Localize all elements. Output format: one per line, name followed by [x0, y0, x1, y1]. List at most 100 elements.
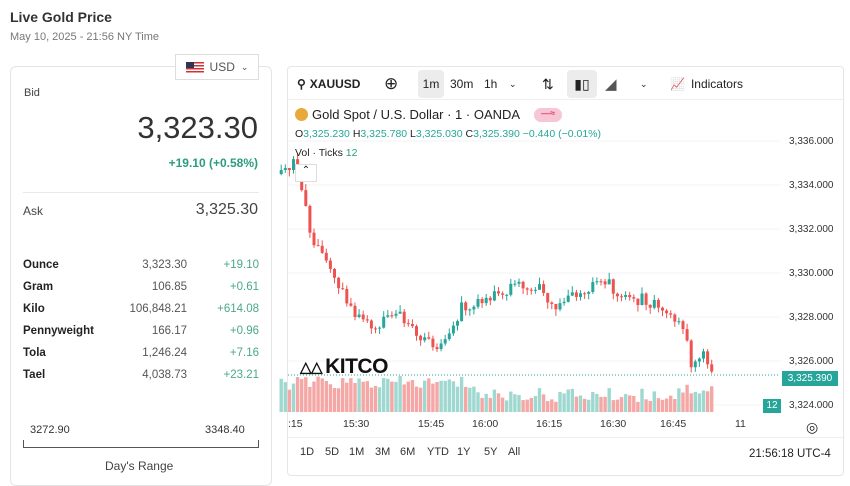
candle	[492, 291, 496, 301]
range-3m-button[interactable]: 3M	[375, 446, 391, 458]
instrument-name: Gold Spot / U.S. Dollar · 1 · OANDA	[312, 107, 521, 122]
volume-bar	[591, 392, 595, 412]
volume-bar	[398, 376, 402, 412]
candle	[431, 338, 435, 348]
candle	[570, 292, 574, 296]
candle	[451, 325, 455, 334]
interval-1h[interactable]: 1h	[484, 77, 498, 91]
candle	[287, 168, 291, 171]
y-tick-label: 3,328.000	[789, 312, 834, 323]
price-chart[interactable]	[0, 0, 850, 476]
volume-bar	[361, 381, 365, 412]
volume-bar	[599, 396, 603, 412]
range-label: Day's Range	[105, 459, 174, 473]
volume-bar	[660, 399, 665, 412]
volume-bar	[394, 381, 398, 412]
volume-bar	[648, 401, 652, 412]
gold-coin-icon	[295, 108, 308, 121]
range-1d-button[interactable]: 1D	[300, 446, 315, 458]
interval-30m[interactable]: 30m	[450, 77, 474, 91]
page-title: Live Gold Price	[10, 9, 112, 25]
candle	[656, 299, 660, 308]
range-ytd-button[interactable]: YTD	[427, 446, 449, 458]
range-6m-button[interactable]: 6M	[400, 446, 416, 458]
volume-bar	[468, 387, 472, 412]
unit-change: +614.08	[217, 303, 259, 315]
y-tick-label: 3,334.000	[789, 180, 834, 191]
range-1y-button[interactable]: 1Y	[457, 446, 471, 458]
interval-dropdown-chevron-icon[interactable]: ⌄	[509, 78, 517, 89]
ask-label: Ask	[23, 204, 44, 218]
range-5d-button[interactable]: 5D	[325, 446, 340, 458]
interval-1m[interactable]: 1m	[418, 70, 444, 98]
candle	[447, 333, 451, 340]
candle	[685, 329, 689, 341]
volume-bar	[623, 394, 628, 412]
indicators-label: Indicators	[690, 77, 743, 91]
unit-value: 3,323.30	[142, 259, 187, 271]
compare-button[interactable]: ⊕	[384, 70, 398, 98]
volume-bar	[628, 395, 632, 412]
candle	[488, 297, 492, 301]
candle	[640, 293, 644, 306]
volume-bar	[525, 399, 529, 412]
candle	[443, 339, 447, 344]
y-tick-label: 3,330.000	[789, 268, 834, 279]
volume-bar	[418, 387, 423, 412]
legend-toggle[interactable]: —≈	[534, 107, 563, 122]
candle	[710, 364, 714, 372]
candle	[636, 298, 640, 306]
volume-bar	[410, 380, 415, 412]
candle	[361, 314, 365, 320]
candle	[374, 328, 377, 330]
volume-bar	[295, 377, 300, 412]
x-tick-label: 16:15	[536, 418, 563, 430]
unit-value: 4,038.73	[142, 369, 187, 381]
volume-bar	[357, 378, 361, 412]
candle	[566, 295, 570, 302]
x-tick-label: 15:45	[418, 418, 445, 430]
high-value: 3,325.780	[360, 128, 408, 140]
unit-row: Gram 106.85 +0.61	[23, 281, 259, 293]
bar-chart-type-icon[interactable]: ⇅	[542, 75, 554, 92]
candle	[439, 343, 443, 350]
y-tick-label: 3,324.000	[789, 400, 834, 411]
candle	[562, 301, 566, 304]
area-chart-type-icon[interactable]: ◢	[605, 76, 617, 93]
chart-settings-icon[interactable]: ◎	[806, 419, 819, 435]
candle	[497, 291, 500, 294]
x-tick-label: 16:45	[660, 418, 687, 430]
unit-row: Tola 1,246.24 +7.16	[23, 347, 259, 359]
volume-bar	[414, 386, 419, 412]
candle	[525, 288, 529, 290]
candle	[661, 307, 664, 311]
candle	[615, 293, 619, 297]
candle	[468, 309, 472, 311]
volume-bar	[554, 401, 558, 412]
kitco-logo-icon: △△	[300, 359, 323, 376]
volume-bar	[562, 393, 566, 412]
volume-bar	[287, 389, 292, 412]
volume-bar	[291, 383, 296, 412]
y-tick-label: 3,332.000	[789, 224, 834, 235]
range-1m-button[interactable]: 1M	[349, 446, 365, 458]
candles-chart-type-icon[interactable]: ▮▯	[567, 70, 597, 98]
range-5y-button[interactable]: 5Y	[484, 446, 498, 458]
volume-bar	[447, 379, 451, 412]
currency-select[interactable]: USD ⌄	[175, 54, 259, 80]
chart-type-chevron-icon[interactable]: ⌄	[640, 78, 648, 89]
chart-legend-title: Gold Spot / U.S. Dollar · 1 · OANDA —≈	[295, 107, 563, 122]
range-all-button[interactable]: All	[508, 446, 521, 458]
candle	[324, 252, 328, 261]
candle	[304, 190, 308, 206]
candle	[693, 361, 697, 368]
candle	[595, 281, 599, 283]
candle	[328, 260, 332, 269]
candle	[529, 289, 533, 291]
unit-name: Pennyweight	[23, 325, 94, 337]
candle	[706, 351, 710, 365]
indicators-button[interactable]: 📈 Indicators	[670, 70, 743, 98]
symbol-search[interactable]: ⚲ XAUUSD	[297, 70, 360, 98]
collapse-legend-button[interactable]: ⌃	[295, 164, 317, 182]
volume-bar	[533, 396, 538, 412]
